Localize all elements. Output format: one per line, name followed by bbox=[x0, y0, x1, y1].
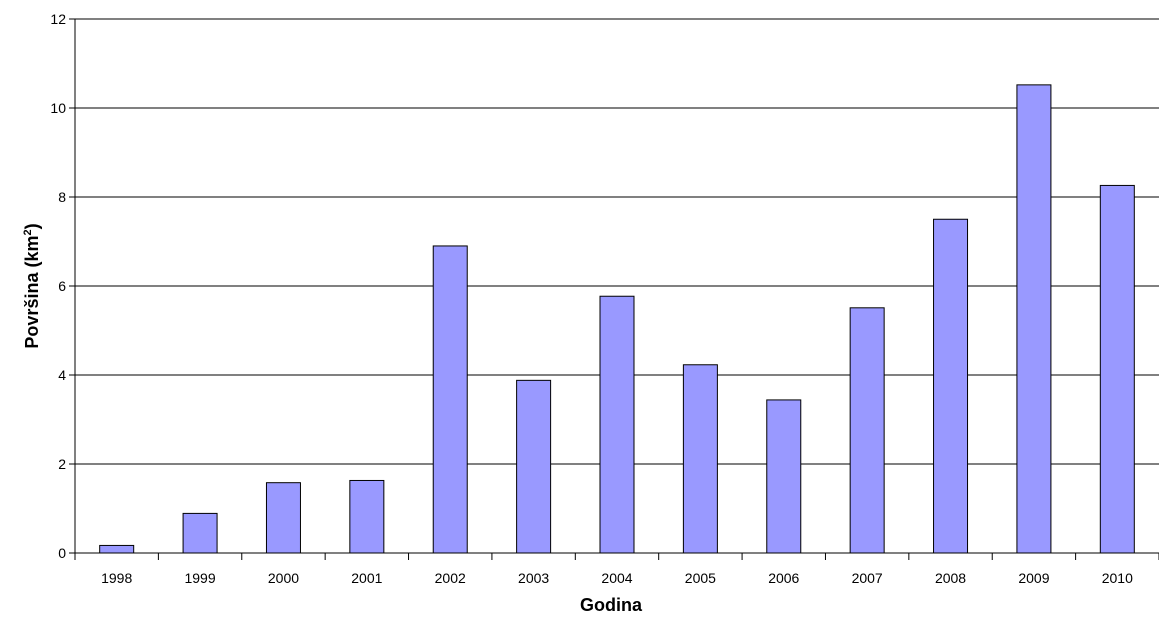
bar-2005 bbox=[682, 364, 718, 554]
x-tick-label: 2004 bbox=[601, 570, 632, 586]
x-axis-title: Godina bbox=[580, 595, 643, 615]
x-tick-label: 2000 bbox=[268, 570, 299, 586]
y-axis-title-suffix: ) bbox=[22, 223, 42, 229]
x-tick-label: 2009 bbox=[1018, 570, 1049, 586]
bar-2007 bbox=[849, 307, 885, 554]
y-tick-label: 10 bbox=[50, 100, 66, 116]
x-tick-label: 2007 bbox=[852, 570, 883, 586]
y-axis-title: Površina (km2) bbox=[22, 223, 42, 348]
bar-2008 bbox=[933, 218, 969, 554]
bar-2010 bbox=[1099, 184, 1135, 554]
y-tick-label: 8 bbox=[58, 189, 66, 205]
y-tick-label: 4 bbox=[58, 367, 66, 383]
y-tick-label: 12 bbox=[50, 11, 66, 27]
x-tick-label: 1998 bbox=[101, 570, 132, 586]
bars bbox=[99, 84, 1135, 554]
x-tick-label: 2005 bbox=[685, 570, 716, 586]
bar-1999 bbox=[182, 512, 218, 554]
x-axis-tick-labels: 1998 1999 2000 2001 2002 2003 2004 2005 2006 2007… bbox=[101, 570, 1133, 586]
bar-2009 bbox=[1016, 84, 1052, 554]
gridlines bbox=[75, 18, 1159, 465]
y-axis-title-superscript: 2 bbox=[22, 229, 34, 235]
x-tick-label: 2006 bbox=[768, 570, 799, 586]
x-tick-label: 2008 bbox=[935, 570, 966, 586]
x-tick-label: 2002 bbox=[435, 570, 466, 586]
bar-1998 bbox=[99, 544, 135, 554]
y-axis-tick-labels: 0 2 4 6 8 10 12 bbox=[50, 11, 66, 561]
x-tick-label: 2003 bbox=[518, 570, 549, 586]
y-axis-title-main: Površina (km bbox=[22, 236, 42, 349]
y-tick-label: 2 bbox=[58, 456, 66, 472]
x-tick-label: 2001 bbox=[351, 570, 382, 586]
x-tick-label: 2010 bbox=[1102, 570, 1133, 586]
bar-2004 bbox=[599, 295, 635, 554]
axes bbox=[69, 18, 1159, 560]
y-tick-label: 6 bbox=[58, 278, 66, 294]
bar-2006 bbox=[766, 399, 802, 554]
bar-2003 bbox=[516, 379, 552, 554]
bar-2001 bbox=[349, 479, 385, 554]
x-tick-label: 1999 bbox=[184, 570, 215, 586]
y-tick-label: 0 bbox=[58, 545, 66, 561]
bar-2002 bbox=[432, 245, 468, 554]
bar-2000 bbox=[265, 482, 301, 554]
